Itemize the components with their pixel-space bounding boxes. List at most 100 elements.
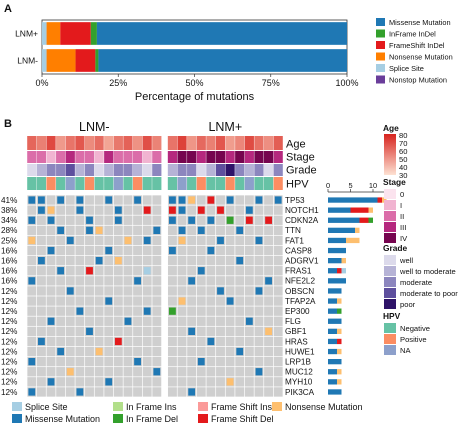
bar-segment-nonsense-mutation-1 (46, 49, 76, 72)
matrix-bg-cell (216, 255, 225, 266)
matrix-bg-cell (244, 326, 254, 337)
matrix-bg-cell (167, 336, 177, 347)
percentage-label: 16% (1, 246, 17, 255)
annotation-grade-cell (56, 164, 66, 176)
annotation-age-cell (142, 136, 152, 150)
matrix-bg-cell (36, 286, 46, 296)
matrix-bg-cell (133, 266, 143, 276)
matrix-bg-cell (152, 326, 162, 337)
annotation-stage-cell (206, 151, 216, 163)
annotation-age-cell (167, 136, 178, 150)
matrix-bg-cell (235, 215, 245, 225)
matrix-bg-cell (196, 326, 206, 337)
matrix-bg-cell (56, 316, 66, 326)
annotation-age-cell (27, 136, 37, 150)
matrix-bg-cell (85, 296, 94, 306)
matrix-bg-cell (254, 215, 264, 225)
annotation-stage-cell (84, 151, 95, 163)
matrix-bg-cell (104, 286, 114, 296)
matrix-bg-cell (46, 326, 56, 337)
matrix-bg-cell (225, 306, 235, 316)
legend-title-age: Age (383, 123, 399, 133)
matrix-bg-cell (244, 225, 254, 236)
annotation-age-cell (177, 136, 187, 150)
matrix-bg-cell (46, 356, 56, 367)
track-label-hpv: HPV (286, 179, 309, 191)
gene-label: NFE2L2 (285, 277, 315, 286)
count-bar-segment (328, 389, 342, 395)
gene-label: HRAS (285, 337, 308, 346)
matrix-bg-cell (206, 377, 216, 387)
count-bar-segment (328, 338, 337, 345)
legend-title-stage: Stage (383, 177, 406, 187)
mutation-cell (265, 277, 272, 285)
matrix-bg-cell (56, 235, 66, 246)
legend-swatch (376, 64, 385, 72)
matrix-bg-cell (152, 316, 162, 326)
mutation-cell (57, 267, 65, 275)
matrix-bg-cell (225, 326, 235, 337)
matrix-bg-cell (85, 377, 94, 387)
matrix-bg-cell (142, 336, 152, 347)
matrix-bg-cell (264, 306, 274, 316)
matrix-bg-cell (56, 377, 66, 387)
matrix-bg-cell (225, 266, 235, 276)
mutation-cell (265, 216, 272, 224)
annotation-age-cell (244, 136, 254, 150)
matrix-bg-cell (177, 266, 187, 276)
matrix-bg-cell (264, 266, 274, 276)
matrix-bg-cell (113, 306, 123, 316)
mutation-cell (114, 337, 122, 346)
matrix-bg-cell (65, 266, 75, 276)
grade-legend-swatch (384, 255, 396, 265)
matrix-bg-cell (225, 316, 235, 326)
matrix-bg-cell (46, 346, 56, 357)
variant-legend-label: Splice Site (25, 402, 68, 412)
mutation-cell (143, 267, 151, 275)
gene-label: ADGRV1 (285, 257, 319, 266)
matrix-bg-cell (264, 245, 274, 256)
annotation-grade-cell (225, 164, 235, 176)
annotation-stage-cell (187, 151, 197, 163)
mutation-cell (105, 378, 113, 386)
annotation-age-cell (113, 136, 123, 150)
matrix-bg-cell (75, 215, 85, 225)
matrix-bg-cell (152, 205, 162, 215)
matrix-bg-cell (225, 367, 235, 377)
annotation-grade-cell (94, 164, 104, 176)
annotation-grade-cell (75, 164, 85, 176)
legend-swatch (376, 41, 385, 49)
annotation-hpv-cell (65, 177, 75, 190)
matrix-bg-cell (167, 296, 177, 306)
percentage-label: 16% (1, 267, 17, 276)
age-tick-label: 50 (399, 155, 407, 164)
matrix-bg-cell (123, 245, 133, 256)
matrix-bg-cell (244, 387, 254, 397)
gene-label: PIK3CA (285, 388, 315, 397)
mutation-cell (143, 307, 151, 315)
matrix-bg-cell (216, 276, 225, 286)
matrix-bg-cell (196, 276, 206, 286)
bar-segment-frameshift-indel-1 (75, 49, 96, 72)
matrix-bg-cell (152, 336, 162, 347)
matrix-bg-cell (123, 225, 133, 236)
mutation-cell (226, 378, 234, 386)
percentage-label: 25% (1, 236, 17, 245)
mutation-cell (153, 226, 161, 234)
matrix-bg-cell (27, 346, 37, 357)
matrix-bg-cell (167, 225, 177, 236)
stage-legend-label: II (400, 212, 404, 221)
matrix-bg-cell (264, 367, 274, 377)
matrix-bg-cell (273, 276, 283, 286)
mutation-cell (28, 388, 36, 396)
matrix-bg-cell (177, 326, 187, 337)
count-bar-segment (328, 379, 337, 385)
annotation-age-cell (225, 136, 235, 150)
mutation-cell (134, 277, 141, 285)
mutation-cell (188, 277, 196, 285)
mutation-cell (76, 307, 84, 315)
matrix-bg-cell (56, 205, 66, 215)
matrix-bg-cell (85, 367, 94, 377)
grade-legend-swatch (384, 266, 396, 276)
mutation-cell (217, 236, 224, 245)
